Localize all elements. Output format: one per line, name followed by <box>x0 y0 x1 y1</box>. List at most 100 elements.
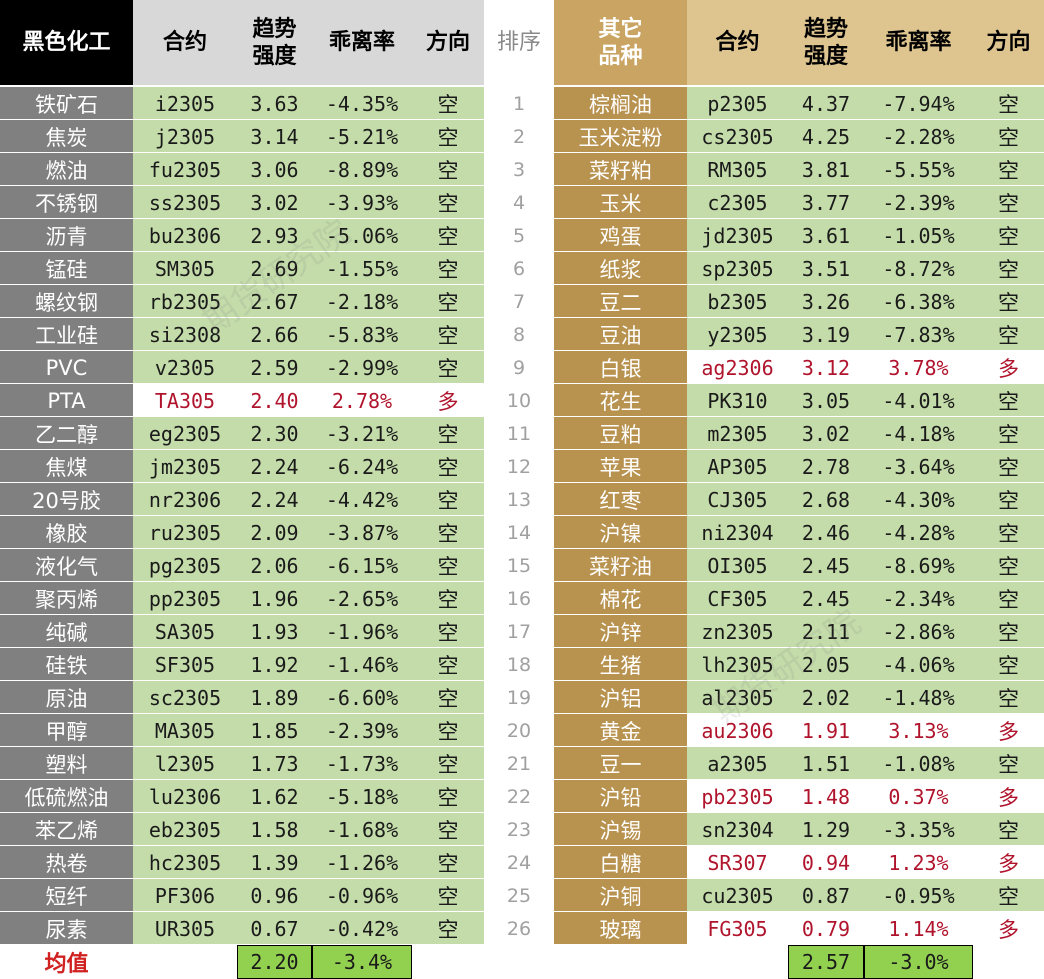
rank-number: 11 <box>484 417 554 450</box>
row-divider <box>0 218 1044 219</box>
right-commodity-name: 黄金 <box>554 714 687 747</box>
average-blank <box>687 945 788 979</box>
left-commodity-name: 硅铁 <box>0 648 133 681</box>
left-contract-code: i2305 <box>133 87 237 120</box>
right-contract-code: PK310 <box>687 384 788 417</box>
right-trend-strength: 3.77 <box>788 186 864 219</box>
rank-number: 24 <box>484 846 554 879</box>
average-blank <box>973 945 1044 979</box>
right-trend-strength: 2.45 <box>788 549 864 582</box>
left-trend-strength: 3.02 <box>237 186 312 219</box>
left-contract-code: v2305 <box>133 351 237 384</box>
right-trend-strength: 1.48 <box>788 780 864 813</box>
right-commodity-name: 菜籽油 <box>554 549 687 582</box>
average-left-trend: 2.20 <box>237 945 312 979</box>
right-deviation-rate: -2.39% <box>864 186 973 219</box>
average-right-deviation: -3.0% <box>864 945 973 979</box>
rank-number: 25 <box>484 879 554 912</box>
right-deviation-rate: -4.01% <box>864 384 973 417</box>
left-direction: 空 <box>412 813 484 846</box>
left-commodity-name: 焦煤 <box>0 450 133 483</box>
left-deviation-rate: -4.42% <box>312 483 412 516</box>
rank-number: 1 <box>484 87 554 120</box>
right-contract-code: al2305 <box>687 681 788 714</box>
left-commodity-name: 乙二醇 <box>0 417 133 450</box>
right-trend-strength: 1.51 <box>788 747 864 780</box>
left-commodity-name: 橡胶 <box>0 516 133 549</box>
right-deviation-rate: -4.28% <box>864 516 973 549</box>
rank-number: 15 <box>484 549 554 582</box>
left-direction: 空 <box>412 219 484 252</box>
rank-number: 3 <box>484 153 554 186</box>
left-commodity-name: 低硫燃油 <box>0 780 133 813</box>
right-trend-strength: 2.11 <box>788 615 864 648</box>
right-commodity-name: 沪锡 <box>554 813 687 846</box>
right-commodity-name: 豆粕 <box>554 417 687 450</box>
left-trend-strength: 2.66 <box>237 318 312 351</box>
left-contract-code: pp2305 <box>133 582 237 615</box>
rank-number: 18 <box>484 648 554 681</box>
right-deviation-rate: -3.35% <box>864 813 973 846</box>
right-commodity-name: 豆二 <box>554 285 687 318</box>
left-contract-code: sc2305 <box>133 681 237 714</box>
left-deviation-rate: -2.18% <box>312 285 412 318</box>
row-divider <box>0 680 1044 681</box>
right-trend-strength: 0.79 <box>788 912 864 945</box>
right-direction: 空 <box>973 186 1044 219</box>
left-commodity-name: 工业硅 <box>0 318 133 351</box>
average-blank <box>133 945 237 979</box>
right-commodity-name: 花生 <box>554 384 687 417</box>
right-direction: 空 <box>973 252 1044 285</box>
left-deviation-rate: -1.55% <box>312 252 412 285</box>
row-divider <box>0 878 1044 879</box>
left-contract-code: eg2305 <box>133 417 237 450</box>
rank-number: 14 <box>484 516 554 549</box>
rank-number: 12 <box>484 450 554 483</box>
header-right-direction: 方向 <box>973 0 1044 85</box>
left-contract-code: ss2305 <box>133 186 237 219</box>
row-divider <box>0 119 1044 120</box>
right-direction: 空 <box>973 483 1044 516</box>
left-trend-strength: 2.67 <box>237 285 312 318</box>
right-contract-code: SR307 <box>687 846 788 879</box>
left-deviation-rate: -0.96% <box>312 879 412 912</box>
row-divider <box>0 812 1044 813</box>
left-contract-code: hc2305 <box>133 846 237 879</box>
rank-number: 23 <box>484 813 554 846</box>
header-right-deviation: 乖离率 <box>864 0 973 85</box>
rank-number: 10 <box>484 384 554 417</box>
left-trend-strength: 1.58 <box>237 813 312 846</box>
right-deviation-rate: -3.64% <box>864 450 973 483</box>
left-contract-code: SA305 <box>133 615 237 648</box>
left-contract-code: UR305 <box>133 912 237 945</box>
left-contract-code: SF305 <box>133 648 237 681</box>
row-divider <box>0 944 1044 945</box>
left-commodity-name: 原油 <box>0 681 133 714</box>
right-deviation-rate: 3.13% <box>864 714 973 747</box>
right-direction: 空 <box>973 681 1044 714</box>
right-direction: 空 <box>973 318 1044 351</box>
left-deviation-rate: -1.26% <box>312 846 412 879</box>
right-trend-strength: 3.05 <box>788 384 864 417</box>
rank-number: 17 <box>484 615 554 648</box>
right-contract-code: sp2305 <box>687 252 788 285</box>
left-trend-strength: 2.24 <box>237 450 312 483</box>
right-contract-code: ni2304 <box>687 516 788 549</box>
left-trend-strength: 1.73 <box>237 747 312 780</box>
right-deviation-rate: -1.48% <box>864 681 973 714</box>
right-deviation-rate: -4.18% <box>864 417 973 450</box>
right-deviation-rate: -6.38% <box>864 285 973 318</box>
average-blank <box>484 945 554 979</box>
right-contract-code: cs2305 <box>687 120 788 153</box>
left-contract-code: j2305 <box>133 120 237 153</box>
left-trend-strength: 2.24 <box>237 483 312 516</box>
right-contract-code: m2305 <box>687 417 788 450</box>
right-direction: 多 <box>973 780 1044 813</box>
row-divider <box>0 482 1044 483</box>
row-divider <box>0 185 1044 186</box>
left-commodity-name: 螺纹钢 <box>0 285 133 318</box>
right-direction: 多 <box>973 846 1044 879</box>
left-trend-strength: 0.96 <box>237 879 312 912</box>
row-divider <box>0 152 1044 153</box>
